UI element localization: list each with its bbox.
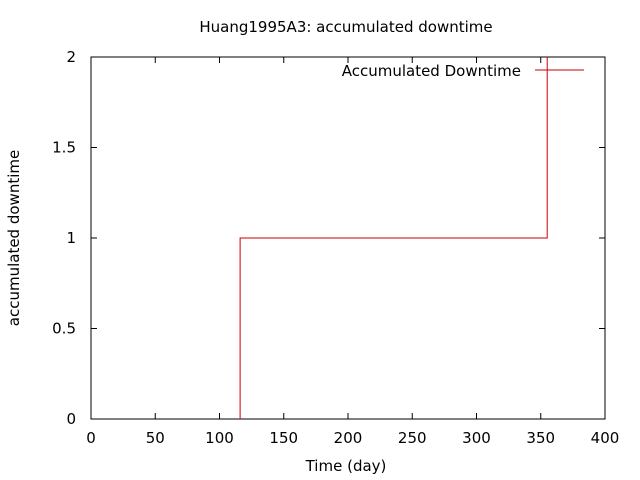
- series-line: [239, 57, 548, 419]
- x-tick-label: 50: [146, 429, 165, 447]
- x-axis: 0 50 100 150 200 250 300 350 400: [86, 57, 619, 447]
- x-tick-label: 400: [591, 429, 620, 447]
- x-tick-label: 150: [269, 429, 298, 447]
- y-tick-label: 0: [66, 410, 76, 428]
- y-axis-label: accumulated downtime: [5, 150, 23, 326]
- y-tick-label: 2: [66, 48, 76, 66]
- x-tick-label: 300: [462, 429, 491, 447]
- x-tick-label: 100: [205, 429, 234, 447]
- legend-label: Accumulated Downtime: [342, 62, 521, 80]
- chart-title: Huang1995A3: accumulated downtime: [199, 18, 492, 36]
- x-tick-label: 350: [526, 429, 555, 447]
- y-tick-label: 0.5: [52, 320, 76, 338]
- legend: Accumulated Downtime: [342, 62, 584, 80]
- y-axis: 0 0.5 1 1.5 2: [52, 48, 605, 428]
- series-layer: [239, 57, 548, 419]
- y-tick-label: 1: [66, 229, 76, 247]
- x-axis-label: Time (day): [305, 457, 387, 475]
- x-tick-label: 0: [86, 429, 96, 447]
- x-tick-label: 250: [398, 429, 427, 447]
- y-tick-label: 1.5: [52, 139, 76, 157]
- x-tick-label: 200: [334, 429, 363, 447]
